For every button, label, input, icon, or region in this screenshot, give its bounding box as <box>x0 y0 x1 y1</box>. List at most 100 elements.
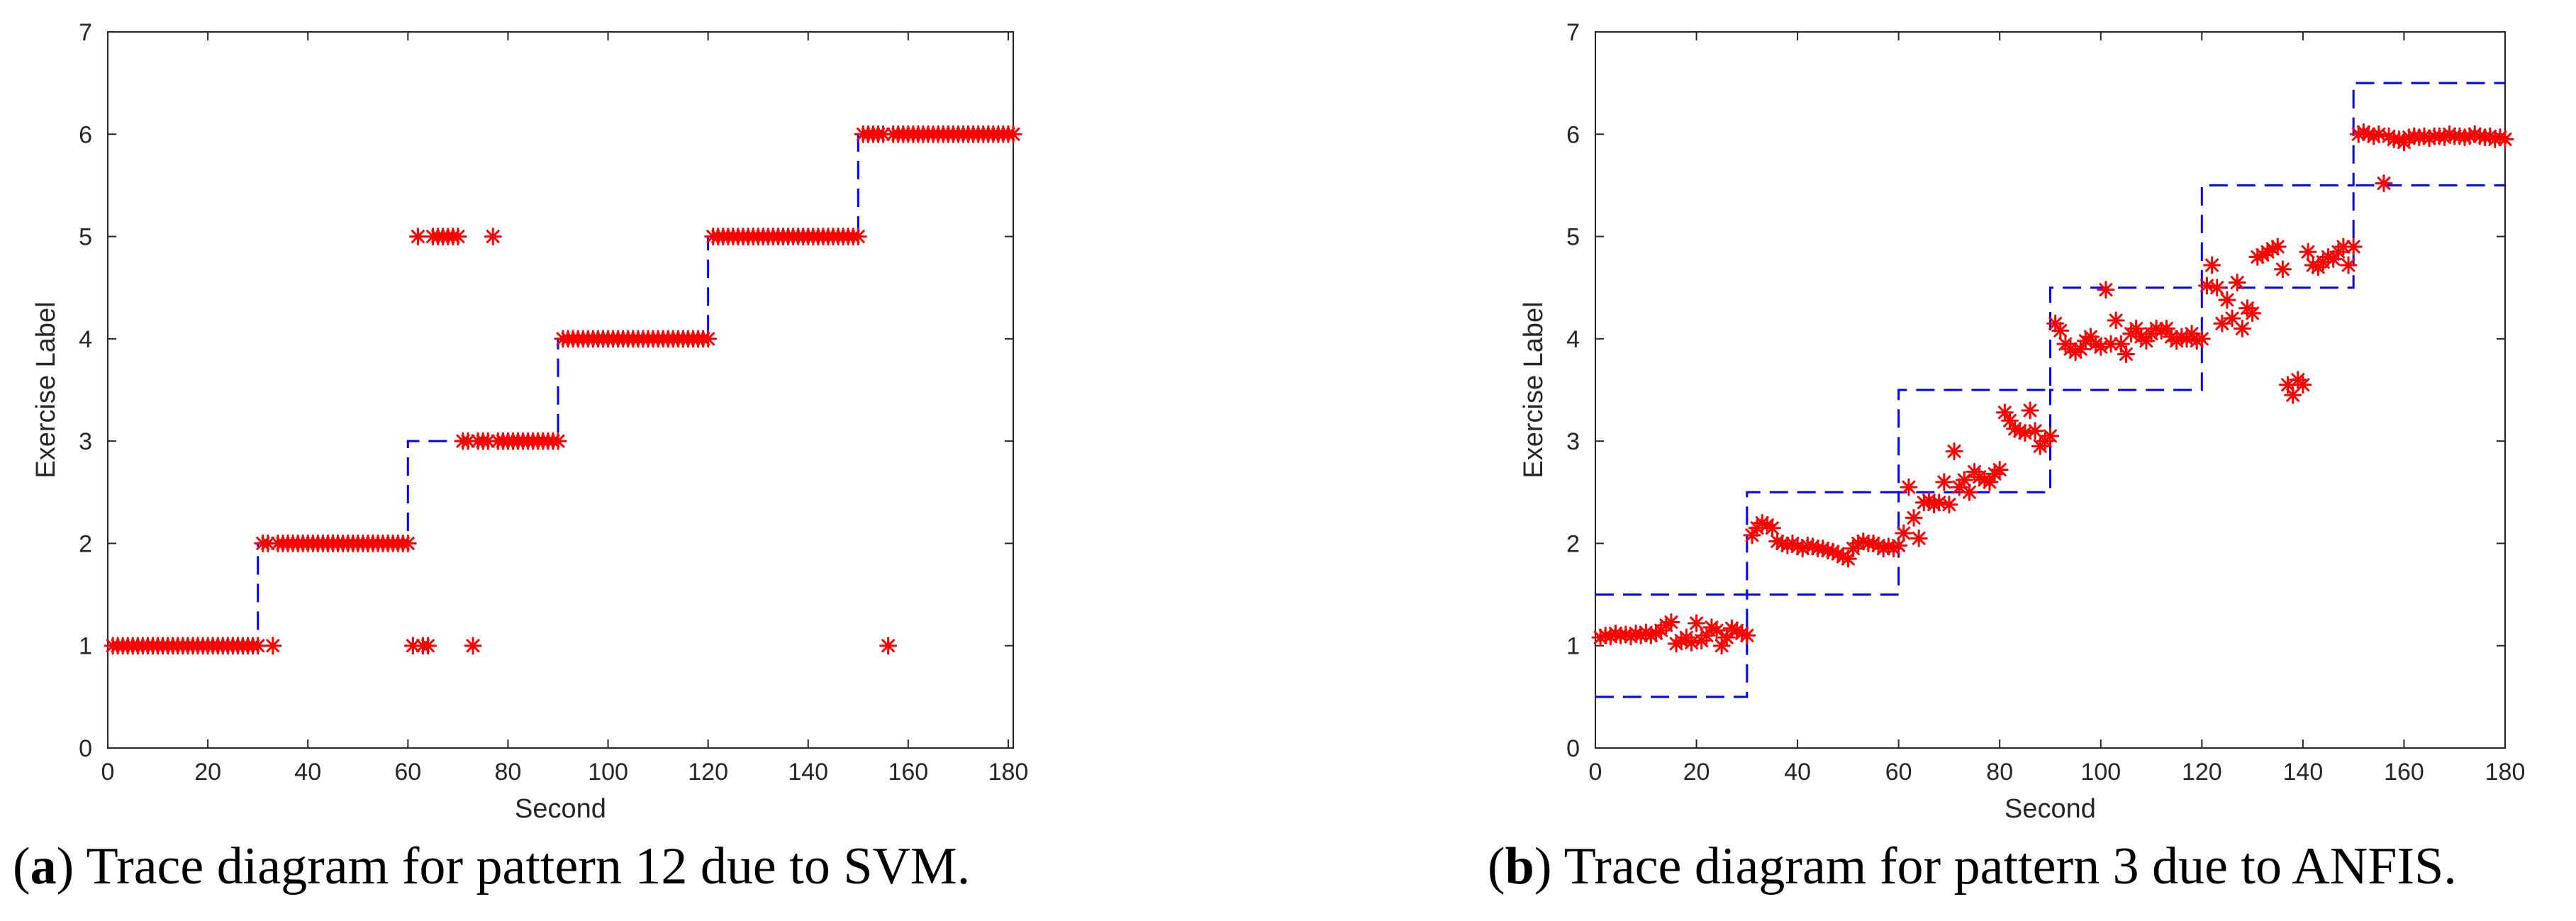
data-point-marker <box>2218 291 2236 309</box>
data-point-marker <box>2375 174 2393 193</box>
data-point-marker <box>2294 376 2312 394</box>
data-point-marker <box>2203 256 2221 274</box>
x-tick-label: 160 <box>2384 759 2424 786</box>
data-point-marker <box>2339 256 2358 274</box>
x-tick-label: 20 <box>1683 759 1710 786</box>
data-point-marker <box>1935 473 1953 491</box>
x-tick-label: 100 <box>588 759 628 786</box>
y-tick-label: 6 <box>79 121 92 148</box>
data-point-marker <box>1940 496 1958 514</box>
caption-b-letter: b <box>1505 837 1534 895</box>
data-point-marker <box>2233 319 2251 337</box>
x-tick-label: 20 <box>194 759 221 786</box>
data-point-marker <box>2243 304 2262 323</box>
data-point-marker <box>1895 524 1913 542</box>
data-point-marker <box>1688 614 1706 632</box>
data-point-marker <box>2223 309 2241 328</box>
data-point-marker <box>2107 311 2125 330</box>
data-point-marker <box>1004 125 1022 143</box>
data-point-marker <box>2097 281 2115 299</box>
x-tick-label: 100 <box>2080 759 2121 786</box>
y-axis-label: Exercise Label <box>1519 301 1549 478</box>
data-point-marker <box>1697 626 1716 644</box>
data-point-marker <box>879 637 898 655</box>
x-tick-label: 180 <box>2485 759 2526 786</box>
y-tick-label: 0 <box>1566 735 1580 762</box>
data-point-marker <box>2092 337 2110 356</box>
x-tick-label: 140 <box>788 759 828 786</box>
data-point-marker <box>549 432 567 450</box>
y-tick-label: 1 <box>1566 633 1580 660</box>
data-point-marker <box>1763 519 1781 537</box>
data-point-marker <box>1662 613 1680 632</box>
x-tick-label: 60 <box>394 759 421 786</box>
data-point-marker <box>264 637 282 655</box>
x-tick-label: 80 <box>1986 759 2013 786</box>
data-point-marker <box>1702 618 1721 637</box>
y-tick-label: 0 <box>79 735 92 762</box>
data-point-marker <box>449 228 467 246</box>
data-point-marker <box>2041 427 2059 445</box>
data-point-marker <box>2000 411 2019 430</box>
x-tick-label: 80 <box>495 759 522 786</box>
data-point-marker <box>849 228 867 246</box>
x-tick-label: 0 <box>101 759 115 786</box>
data-point-marker <box>2051 321 2070 340</box>
y-axis-label: Exercise Label <box>31 301 61 478</box>
data-point-marker <box>2192 330 2211 348</box>
x-tick-label: 160 <box>888 759 928 786</box>
data-point-marker <box>2268 238 2287 256</box>
data-point-marker <box>2344 238 2363 256</box>
caption-a-text: ) Trace diagram for pattern 12 due to SV… <box>56 837 971 895</box>
axes-box-a <box>107 31 1014 749</box>
true-label-line <box>108 133 1013 647</box>
data-point-marker <box>2066 343 2085 362</box>
data-point-marker <box>249 637 267 655</box>
caption-b-text: ) Trace diagram for pattern 3 due to ANF… <box>1534 837 2457 895</box>
x-axis-label: Second <box>515 794 606 824</box>
x-tick-label: 0 <box>1589 759 1602 786</box>
data-point-marker <box>398 534 417 552</box>
data-point-marker <box>699 330 718 348</box>
data-point-marker <box>2496 130 2514 148</box>
y-tick-label: 7 <box>79 19 92 46</box>
data-point-marker <box>1707 621 1726 640</box>
data-point-marker <box>2324 250 2343 268</box>
data-point-marker <box>2208 279 2226 297</box>
data-point-marker <box>2299 242 2317 261</box>
data-point-marker <box>1905 508 1923 527</box>
data-point-marker <box>2026 422 2044 440</box>
x-tick-label: 180 <box>988 759 1029 786</box>
data-point-marker <box>464 637 482 655</box>
data-point-marker <box>2273 260 2292 279</box>
y-tick-label: 7 <box>1566 19 1580 46</box>
data-point-marker <box>2102 335 2120 353</box>
y-tick-label: 2 <box>1566 530 1580 557</box>
caption-b: (b) Trace diagram for pattern 3 due to A… <box>1488 837 2457 895</box>
chart-panel-a: 0 20 40 60 80 100 120 140 160 180 0 1 2 3 4 5 6 7 Second Ex… <box>31 19 1028 824</box>
chart-panel-b: 0 20 40 60 80 100 120 140 160 180 0 1 2 3 4 5 6 7 Second Ex… <box>1519 19 2525 824</box>
data-point-marker <box>1960 483 1978 501</box>
y-tick-label: 3 <box>79 428 92 455</box>
upper-bound-line <box>1595 82 2505 596</box>
data-point-marker <box>403 637 422 655</box>
data-point-marker <box>1990 461 2009 479</box>
y-tick-label: 5 <box>1566 224 1580 251</box>
data-point-marker <box>1945 442 1963 461</box>
data-point-marker <box>259 534 277 552</box>
caption-a-letter: a <box>30 837 57 895</box>
y-tick-label: 2 <box>79 530 92 557</box>
x-tick-label: 120 <box>688 759 728 786</box>
axes-box-b <box>1595 31 2506 749</box>
data-point-marker <box>2021 401 2039 420</box>
y-tick-label: 3 <box>1566 428 1580 455</box>
x-tick-label: 140 <box>2283 759 2324 786</box>
x-tick-label: 40 <box>294 759 321 786</box>
y-tick-label: 5 <box>79 224 92 251</box>
data-point-marker <box>2157 319 2175 337</box>
data-point-marker <box>484 228 502 246</box>
data-point-marker <box>1738 626 1756 644</box>
data-point-marker <box>874 125 893 143</box>
data-point-marker <box>1900 478 1918 496</box>
